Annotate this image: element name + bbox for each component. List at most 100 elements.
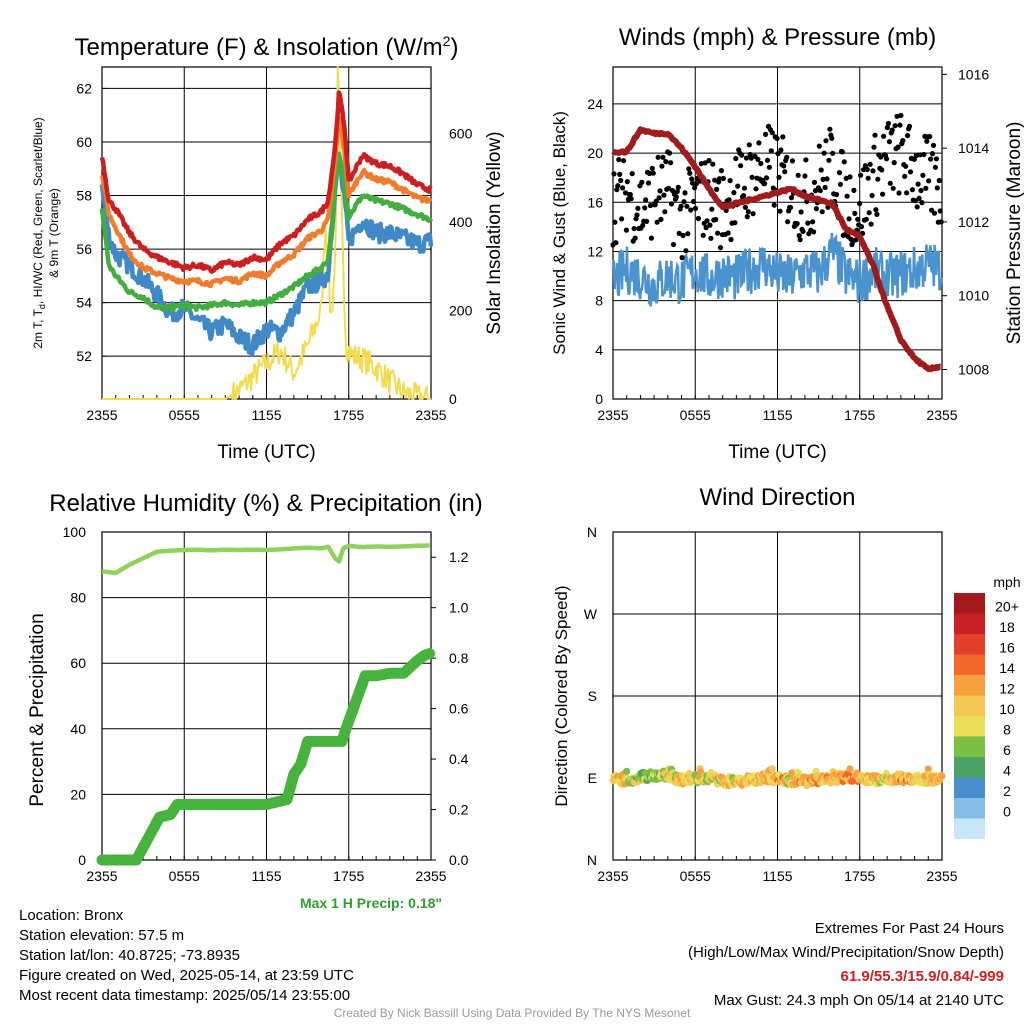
winds-gust-point xyxy=(631,226,637,232)
winds-gust-point xyxy=(746,142,752,148)
winds-gust-point xyxy=(704,218,710,224)
extremes-title: Extremes For Past 24 Hours xyxy=(814,920,1004,937)
winds-gust-point xyxy=(688,207,694,213)
winds-gust-point xyxy=(837,181,844,187)
winds-gust-point xyxy=(924,138,930,144)
winds-gust-point xyxy=(932,164,939,170)
winds-gust-point xyxy=(629,171,635,177)
winds-gust-point xyxy=(826,157,832,163)
winds-gust-point xyxy=(667,150,673,156)
winds-gust-point xyxy=(797,237,803,243)
winds-gust-point xyxy=(820,176,826,182)
winds-gust-point xyxy=(800,228,806,234)
winds-gust-point xyxy=(819,209,825,215)
direction-legend-label: 18 xyxy=(999,619,1015,635)
winds-gust-point xyxy=(763,131,769,137)
temperature-y2tick-label: 0 xyxy=(449,391,457,407)
winds-gust-point xyxy=(655,154,661,160)
winds-xtick-label: 1155 xyxy=(762,407,792,423)
winds-gust-point xyxy=(656,195,662,201)
winds-sonic-series xyxy=(611,232,944,307)
temperature-ytick-label: 54 xyxy=(76,295,92,311)
direction-legend-swatch xyxy=(954,757,985,778)
direction-point xyxy=(768,765,776,773)
direction-legend-label: 2 xyxy=(1003,783,1011,799)
winds-gust-point xyxy=(728,236,734,243)
direction-legend-label: 4 xyxy=(1003,763,1011,779)
winds-y2label: Station Pressure (Maroon) xyxy=(1004,122,1024,345)
winds-gust-point xyxy=(613,240,619,246)
station-location: Location: Bronx xyxy=(19,907,124,924)
winds-gust-point xyxy=(639,179,645,185)
direction-legend-label: 14 xyxy=(999,660,1015,676)
winds-gust-point xyxy=(646,170,653,177)
winds-gust-point xyxy=(774,135,780,142)
winds-ytick-label: 0 xyxy=(595,391,603,407)
winds-gust-point xyxy=(679,255,685,261)
winds-gust-point xyxy=(650,170,656,176)
humidity-ytick-label: 40 xyxy=(70,721,86,737)
winds-gust-point xyxy=(860,167,867,173)
winds-gust-point xyxy=(841,159,847,165)
winds-gust-point xyxy=(875,176,881,182)
winds-gust-point xyxy=(914,204,920,210)
winds-gust-point xyxy=(640,222,646,229)
winds-gust-point xyxy=(684,203,690,209)
winds-gust-point xyxy=(775,151,781,157)
direction-points xyxy=(609,765,946,790)
temperature-title: Temperature (F) & Insolation (W/m2) xyxy=(75,33,459,61)
winds-gust-point xyxy=(844,193,850,199)
winds-gust-point xyxy=(661,192,667,198)
winds-gust-point xyxy=(717,245,724,251)
winds-gust-point xyxy=(866,210,872,216)
winds-gust-point xyxy=(731,190,737,196)
winds-gust-point xyxy=(805,220,811,226)
winds-gust-point xyxy=(927,133,933,140)
temperature-ytick-label: 62 xyxy=(76,80,92,96)
direction-legend-swatch xyxy=(954,798,985,819)
temperature-xtick-label: 0555 xyxy=(169,407,200,423)
winds-gust-point xyxy=(824,176,830,182)
winds-gust-point xyxy=(874,211,880,217)
winds-gust-point xyxy=(930,142,937,148)
winds-gust-point xyxy=(700,232,706,238)
winds-gust-point xyxy=(649,165,655,171)
winds-gust-point xyxy=(834,191,840,198)
winds-gust-point xyxy=(681,199,687,205)
winds-gust-point xyxy=(749,174,755,180)
winds-gust-point xyxy=(623,227,630,233)
winds-y2tick-label: 1008 xyxy=(958,361,989,377)
winds-gust-point xyxy=(905,133,911,139)
winds-gust-point xyxy=(916,195,922,201)
direction-legend-label: 10 xyxy=(999,701,1015,717)
winds-gust-point xyxy=(668,160,674,166)
winds-gust-point xyxy=(933,156,940,162)
direction-xtick-label: 1155 xyxy=(762,868,792,884)
winds-gust-point xyxy=(776,174,782,180)
winds-gust-point xyxy=(778,147,784,153)
winds-gust-point xyxy=(715,230,721,236)
winds-gust-point xyxy=(686,166,692,172)
winds-gust-point xyxy=(881,133,887,139)
winds-gust-point xyxy=(678,203,684,209)
temperature-title-superscript: 2 xyxy=(443,33,451,49)
temperature-ytick-label: 58 xyxy=(76,188,92,204)
winds-gust-point xyxy=(904,190,910,196)
temperature-xtick-label: 1755 xyxy=(333,407,364,423)
humidity-y2tick-label: 1.0 xyxy=(449,600,469,616)
winds-gust-point xyxy=(758,160,764,167)
winds-gust-point xyxy=(851,187,857,193)
winds-gust-point xyxy=(839,149,845,155)
humidity-y2tick-label: 1.2 xyxy=(449,549,469,565)
direction-point xyxy=(623,767,631,775)
extremes-values: 61.9/55.3/15.9/0.84/-999 xyxy=(840,968,1004,985)
winds-gust-point xyxy=(900,138,906,144)
winds-gust-point xyxy=(784,154,790,160)
humidity-xtick-label: 1155 xyxy=(251,868,281,884)
winds-gust-point xyxy=(846,216,852,222)
winds-ylabel: Sonic Wind & Gust (Blue, Black) xyxy=(550,111,569,355)
winds-gust-point xyxy=(818,167,824,173)
winds-gust-series xyxy=(610,112,944,261)
winds-gust-point xyxy=(682,190,688,196)
winds-gust-point xyxy=(771,202,777,208)
